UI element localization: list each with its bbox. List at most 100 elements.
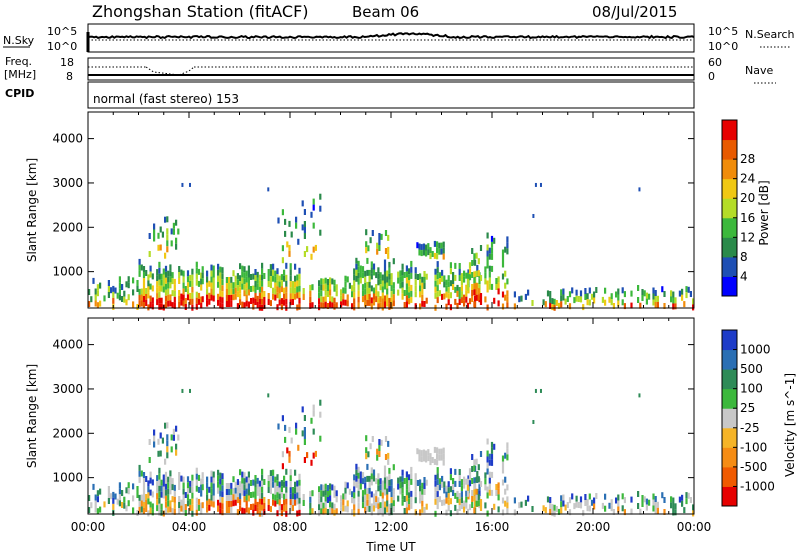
velocity-cell <box>243 496 246 503</box>
power-cell <box>318 280 321 287</box>
velocity-cell <box>261 504 264 511</box>
power-cell <box>319 193 322 200</box>
velocity-cell <box>401 475 404 482</box>
power-cell <box>463 276 466 283</box>
velocity-cell <box>289 469 292 476</box>
velocity-cell <box>652 505 655 512</box>
velocity-cell <box>359 477 362 484</box>
power-cell <box>333 303 336 310</box>
velocity-cell <box>610 505 613 512</box>
velocity-cell <box>281 463 284 470</box>
velocity-cell <box>239 481 242 488</box>
velocity-cell <box>377 485 380 492</box>
velocity-cell <box>683 507 686 514</box>
power-cell <box>258 298 261 305</box>
velocity-cell <box>366 463 369 470</box>
power-cell <box>219 272 222 279</box>
velocity-cell <box>269 470 272 477</box>
power-cell <box>331 296 334 303</box>
velocity-cell <box>225 507 228 513</box>
velocity-cell <box>228 501 231 507</box>
power-colorbar-label: Power [dB] <box>757 180 771 245</box>
power-cell <box>261 292 264 299</box>
velocity-cell <box>333 509 336 516</box>
velocity-cell <box>145 506 148 512</box>
velocity-cell <box>357 508 360 515</box>
velocity-cell <box>549 509 552 515</box>
power-cell <box>463 270 466 277</box>
power-cell <box>182 282 185 289</box>
power-cell <box>138 270 141 277</box>
power-cell <box>357 290 360 297</box>
power-cell <box>401 293 404 300</box>
power-cell <box>127 282 130 289</box>
velocity-cell <box>138 494 141 501</box>
power-cell <box>473 289 476 296</box>
power-cell <box>553 298 556 305</box>
power-cell <box>410 296 413 303</box>
velocity-cell <box>484 478 487 485</box>
power-cell <box>452 284 455 290</box>
velocity-cell <box>184 510 187 516</box>
power-cell <box>683 301 686 308</box>
power-colorbar-tick-label: 12 <box>740 230 755 244</box>
velocity-cell <box>148 439 151 445</box>
velocity-cell <box>478 484 481 491</box>
velocity-cell <box>408 504 411 511</box>
power-cell <box>156 281 159 288</box>
power-cell <box>381 286 384 293</box>
velocity-cell <box>254 505 257 511</box>
power-cell <box>312 198 315 205</box>
velocity-cell <box>392 500 395 507</box>
power-cell <box>322 278 325 285</box>
velocity-colorbar-swatch <box>722 388 737 409</box>
velocity-cell <box>112 503 115 510</box>
velocity-cell <box>410 472 413 479</box>
power-cell <box>486 250 489 257</box>
power-cell <box>167 276 170 283</box>
power-cell <box>386 294 389 301</box>
power-cell <box>370 261 373 268</box>
power-cell <box>419 303 422 310</box>
power-cell <box>107 292 110 298</box>
power-cell <box>230 282 233 289</box>
velocity-cell <box>167 488 170 495</box>
velocity-cell <box>357 472 360 479</box>
velocity-cell <box>386 482 389 489</box>
power-cell <box>326 279 329 285</box>
velocity-colorbar-tick-label: -1000 <box>740 479 775 493</box>
power-cell <box>434 268 437 275</box>
velocity-cell <box>303 427 306 433</box>
velocity-cell <box>319 435 322 442</box>
velocity-cell <box>346 482 349 489</box>
power-cell <box>206 270 209 277</box>
power-cell <box>201 272 204 279</box>
velocity-cell <box>479 505 483 511</box>
velocity-cell <box>425 503 428 510</box>
velocity-cell <box>254 481 257 487</box>
velocity-cell <box>421 482 424 489</box>
velocity-cell <box>348 488 351 495</box>
velocity-cell <box>107 492 110 498</box>
power-cell <box>434 274 437 281</box>
power-speck <box>539 182 542 187</box>
velocity-cell <box>438 484 441 491</box>
power-cell <box>175 243 178 250</box>
velocity-cell <box>298 491 301 498</box>
velocity-cell <box>473 465 476 472</box>
power-cell <box>488 271 491 278</box>
velocity-cell <box>306 452 309 459</box>
velocity-cell <box>441 499 444 506</box>
velocity-cell <box>388 467 391 474</box>
velocity-cell <box>303 457 306 463</box>
velocity-cell <box>151 509 154 516</box>
power-cell <box>333 285 336 292</box>
power-cell <box>247 301 250 308</box>
velocity-cell <box>383 507 387 514</box>
velocity-cell <box>160 503 163 510</box>
velocity-cell <box>320 484 323 491</box>
power-cell <box>169 276 172 283</box>
power-cell <box>443 281 446 288</box>
velocity-cell <box>276 498 279 505</box>
